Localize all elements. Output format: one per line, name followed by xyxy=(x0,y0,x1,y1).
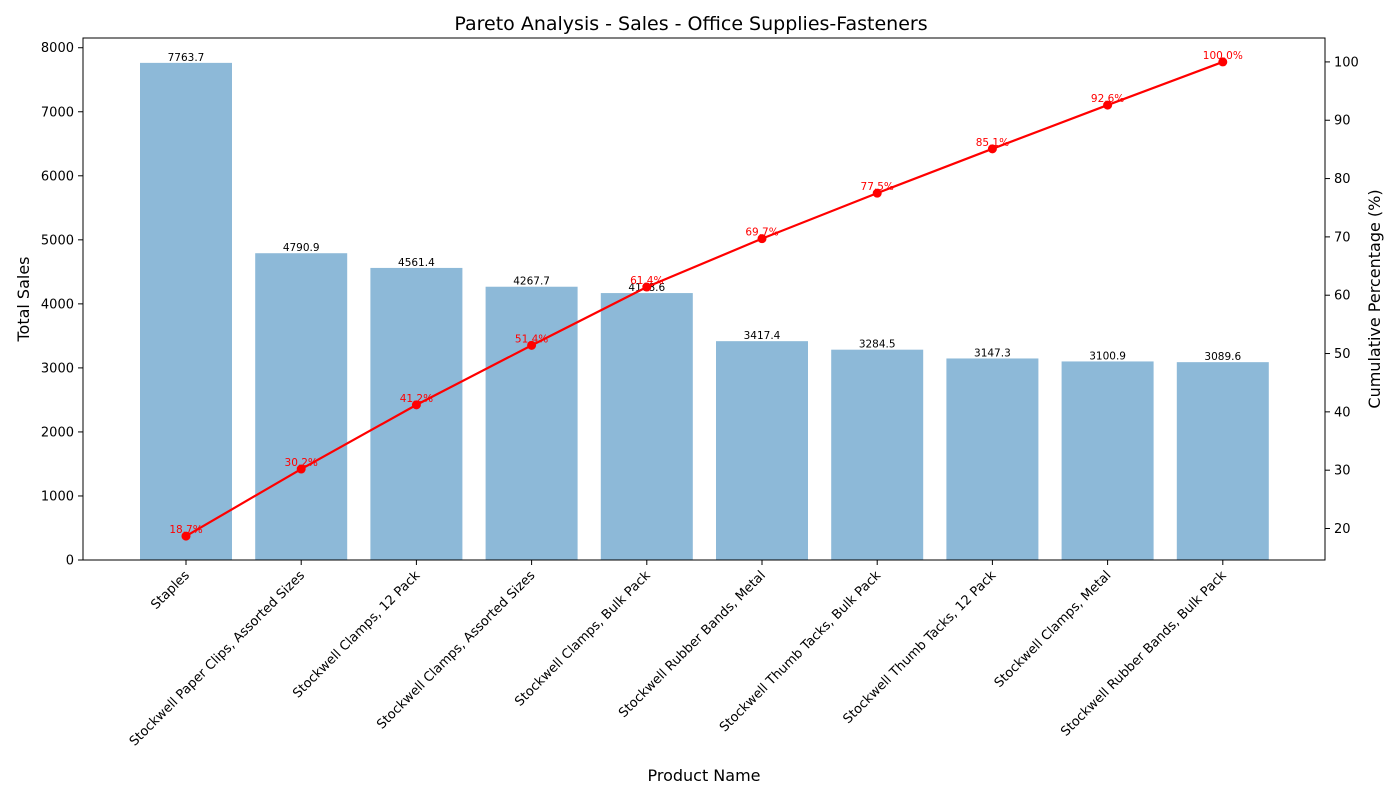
y2-tick-label: 20 xyxy=(1334,522,1351,537)
cumulative-point xyxy=(296,464,306,474)
x-tick-label: Staples xyxy=(148,568,193,613)
bar xyxy=(1061,361,1154,560)
bar xyxy=(485,286,578,560)
cumulative-pct-label: 18.7% xyxy=(169,524,202,536)
bar-value-label: 3147.3 xyxy=(974,347,1011,359)
y-tick-label: 4000 xyxy=(41,297,74,312)
cumulative-point xyxy=(1103,100,1113,110)
cumulative-line-group: 18.7% 30.2% 41.2% 51.4% 61.4% 69.7% 77.5% 85.1%… xyxy=(169,50,1243,541)
cumulative-pct-label: 85.1% xyxy=(976,137,1009,149)
chart-title: Pareto Analysis - Sales - Office Supplie… xyxy=(454,13,927,35)
cumulative-point xyxy=(527,340,537,350)
cumulative-point xyxy=(1218,57,1228,67)
x-tick-label: Stockwell Clamps, Bulk Pack xyxy=(512,568,654,710)
bar-value-label: 7763.7 xyxy=(168,52,205,64)
y2-tick-label: 100 xyxy=(1334,55,1359,70)
cumulative-point xyxy=(872,188,882,198)
y2-tick-label: 70 xyxy=(1334,230,1351,245)
y2-tick-label: 50 xyxy=(1334,347,1351,362)
cumulative-point xyxy=(181,531,191,541)
axes-group: 0 1000 2000 3000 4000 5000 6000 7000 8000 20 30 40 5… xyxy=(41,37,1359,749)
y-tick-label: 6000 xyxy=(41,169,74,184)
bar xyxy=(1176,362,1269,560)
y-tick-label: 0 xyxy=(66,554,74,569)
bar-value-label: 4561.4 xyxy=(398,257,435,269)
y-tick-label: 8000 xyxy=(41,41,74,56)
bar-value-label: 3417.4 xyxy=(744,330,781,342)
cumulative-line xyxy=(185,60,1224,538)
cumulative-point xyxy=(987,144,997,154)
x-tick-label: Stockwell Clamps, 12 Pack xyxy=(290,568,423,701)
bar xyxy=(370,267,463,560)
bar xyxy=(946,358,1039,560)
y-tick-label: 5000 xyxy=(41,233,74,248)
cumulative-pct-label: 41.2% xyxy=(400,393,433,405)
y-tick-label: 1000 xyxy=(41,489,74,504)
y2-tick-label: 60 xyxy=(1334,289,1351,304)
bar-value-label: 4267.7 xyxy=(513,276,550,288)
cumulative-pct-label: 61.4% xyxy=(630,275,663,287)
y-axis-title: Total Sales xyxy=(14,256,33,342)
bar-value-label: 3100.9 xyxy=(1089,350,1126,362)
y-tick-label: 3000 xyxy=(41,361,74,376)
cumulative-point xyxy=(757,234,767,244)
cumulative-pct-label: 51.4% xyxy=(515,333,548,345)
y-tick-label: 2000 xyxy=(41,425,74,440)
cumulative-pct-label: 69.7% xyxy=(745,227,778,239)
bar-value-label: 4790.9 xyxy=(283,242,320,254)
cumulative-pct-label: 77.5% xyxy=(861,181,894,193)
cumulative-point xyxy=(642,282,652,292)
plot-frame xyxy=(82,37,1326,561)
bar xyxy=(831,349,924,560)
bar-value-label: 3089.6 xyxy=(1204,351,1241,363)
bar xyxy=(716,341,808,560)
y2-tick-label: 30 xyxy=(1334,464,1351,479)
cumulative-point xyxy=(411,400,421,410)
y2-axis-title: Cumulative Percentage (%) xyxy=(1365,189,1384,408)
bar-labels-group: 7763.74790.94561.44267.74168.63417.43284… xyxy=(168,52,1242,363)
x-tick-label: Stockwell Clamps, Metal xyxy=(992,568,1115,691)
x-axis-title: Product Name xyxy=(647,766,760,785)
cumulative-pct-label: 92.6% xyxy=(1091,93,1124,105)
cumulative-pct-label: 100.0% xyxy=(1203,50,1243,62)
y2-tick-label: 40 xyxy=(1334,405,1351,420)
bar-value-label: 3284.5 xyxy=(859,339,896,351)
bar xyxy=(140,62,232,560)
y2-tick-label: 80 xyxy=(1334,172,1351,187)
bar xyxy=(600,293,693,560)
y-tick-label: 7000 xyxy=(41,105,74,120)
bar xyxy=(255,253,348,561)
y2-tick-label: 90 xyxy=(1334,114,1351,129)
cumulative-pct-label: 30.2% xyxy=(285,457,318,469)
bars-group xyxy=(140,62,1269,561)
